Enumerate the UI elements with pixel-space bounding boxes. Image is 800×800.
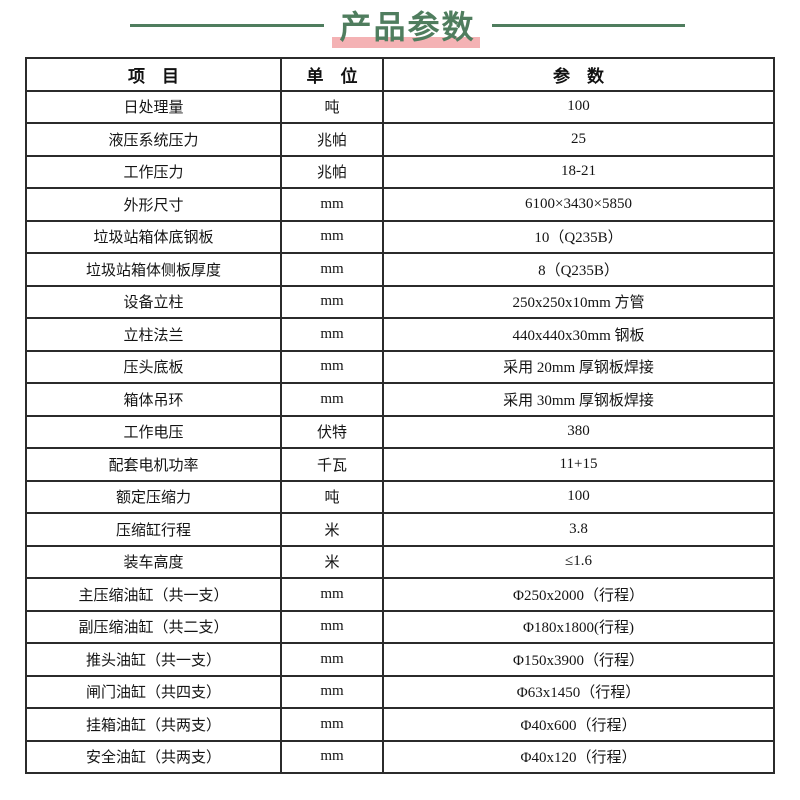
table-row: 工作电压 伏特 380: [25, 414, 775, 449]
table-row: 外形尺寸 mm 6100×3430×5850: [25, 187, 775, 222]
cell-unit: mm: [280, 739, 384, 774]
spec-table: 项 目 单 位 参 数 日处理量吨 100 液压系统压力 兆帕 25 工作压力 兆帕 18-2…: [25, 57, 775, 774]
table-row: 推头油缸（共一支） mm Φ150x3900（行程）: [25, 642, 775, 677]
cell-item: 压缩缸行程: [25, 512, 282, 547]
table-row: 工作压力 兆帕 18-21: [25, 154, 775, 189]
page-title: 产品参数: [331, 2, 480, 48]
cell-value: Φ150x3900（行程）: [382, 642, 775, 677]
table-row: 立柱法兰 mm 440x440x30mm 钢板: [25, 317, 775, 352]
cell-unit: mm: [280, 252, 384, 287]
cell-value: 100: [382, 89, 775, 124]
cell-unit: mm: [280, 577, 384, 612]
cell-value: 380: [382, 414, 775, 449]
table-row: 压缩缸行程米 3.8: [25, 512, 775, 547]
cell-unit: mm: [280, 349, 384, 384]
cell-value: 440x440x30mm 钢板: [382, 317, 775, 352]
cell-unit: 米: [280, 544, 384, 579]
cell-item: 日处理量: [25, 89, 282, 124]
cell-item: 挂箱油缸（共两支）: [25, 707, 282, 742]
table-row: 配套电机功率 千瓦 11+15: [25, 447, 775, 482]
cell-item: 外形尺寸: [25, 187, 282, 222]
table-row: 液压系统压力 兆帕 25: [25, 122, 775, 157]
table-header-row: 项 目 单 位 参 数: [25, 57, 775, 92]
table-row: 闸门油缸（共四支） mm Φ63x1450（行程）: [25, 674, 775, 709]
cell-item: 安全油缸（共两支）: [25, 739, 282, 774]
header-item: 项 目: [25, 57, 282, 92]
cell-value: 采用 30mm 厚钢板焊接: [382, 382, 775, 417]
cell-unit: 吨: [280, 479, 384, 514]
cell-item: 箱体吊环: [25, 382, 282, 417]
cell-item: 立柱法兰: [25, 317, 282, 352]
table-row: 安全油缸（共两支） mm Φ40x120（行程）: [25, 739, 775, 774]
cell-value: ≤1.6: [382, 544, 775, 579]
table-row: 额定压缩力吨 100: [25, 479, 775, 514]
cell-item: 推头油缸（共一支）: [25, 642, 282, 677]
cell-unit: 吨: [280, 89, 384, 124]
cell-unit: 兆帕: [280, 154, 384, 189]
cell-value: Φ40x120（行程）: [382, 739, 775, 774]
cell-value: 25: [382, 122, 775, 157]
cell-value: 18-21: [382, 154, 775, 189]
table-row: 日处理量吨 100: [25, 89, 775, 124]
cell-item: 压头底板: [25, 349, 282, 384]
header-unit: 单 位: [280, 57, 384, 92]
cell-unit: 千瓦: [280, 447, 384, 482]
cell-item: 配套电机功率: [25, 447, 282, 482]
cell-value: 10（Q235B）: [382, 219, 775, 254]
table-row: 箱体吊环 mm 采用 30mm 厚钢板焊接: [25, 382, 775, 417]
cell-item: 工作压力: [25, 154, 282, 189]
cell-item: 垃圾站箱体底钢板: [25, 219, 282, 254]
table-row: 垃圾站箱体侧板厚度 mm 8（Q235B）: [25, 252, 775, 287]
cell-value: 3.8: [382, 512, 775, 547]
cell-value: Φ40x600（行程）: [382, 707, 775, 742]
title-left-rule: [130, 23, 324, 27]
cell-value: 250x250x10mm 方管: [382, 284, 775, 319]
table-row: 压头底板 mm 采用 20mm 厚钢板焊接: [25, 349, 775, 384]
cell-unit: mm: [280, 642, 384, 677]
cell-value: 采用 20mm 厚钢板焊接: [382, 349, 775, 384]
cell-value: Φ63x1450（行程）: [382, 674, 775, 709]
table-row: 设备立柱 mm 250x250x10mm 方管: [25, 284, 775, 319]
cell-item: 额定压缩力: [25, 479, 282, 514]
table-row: 装车高度米 ≤1.6: [25, 544, 775, 579]
cell-value: 11+15: [382, 447, 775, 482]
cell-unit: 兆帕: [280, 122, 384, 157]
cell-item: 主压缩油缸（共一支）: [25, 577, 282, 612]
cell-value: 6100×3430×5850: [382, 187, 775, 222]
page: 产品参数 项 目 单 位 参 数 日处理量吨 100 液压系统压力 兆帕 25 工作压力兆…: [0, 0, 800, 774]
cell-unit: mm: [280, 219, 384, 254]
cell-unit: mm: [280, 674, 384, 709]
cell-value: 100: [382, 479, 775, 514]
cell-item: 设备立柱: [25, 284, 282, 319]
cell-item: 工作电压: [25, 414, 282, 449]
cell-value: 8（Q235B）: [382, 252, 775, 287]
cell-unit: 米: [280, 512, 384, 547]
cell-unit: mm: [280, 707, 384, 742]
cell-unit: mm: [280, 187, 384, 222]
cell-unit: mm: [280, 382, 384, 417]
cell-item: 液压系统压力: [25, 122, 282, 157]
cell-value: Φ250x2000（行程）: [382, 577, 775, 612]
cell-item: 装车高度: [25, 544, 282, 579]
cell-unit: mm: [280, 609, 384, 644]
cell-item: 副压缩油缸（共二支）: [25, 609, 282, 644]
table-row: 副压缩油缸（共二支） mm Φ180x1800(行程): [25, 609, 775, 644]
cell-item: 闸门油缸（共四支）: [25, 674, 282, 709]
header-value: 参 数: [382, 57, 775, 92]
cell-item: 垃圾站箱体侧板厚度: [25, 252, 282, 287]
title-right-rule: [491, 23, 686, 27]
table-row: 挂箱油缸（共两支） mm Φ40x600（行程）: [25, 707, 775, 742]
cell-unit: mm: [280, 317, 384, 352]
cell-unit: 伏特: [280, 414, 384, 449]
table-row: 主压缩油缸（共一支） mm Φ250x2000（行程）: [25, 577, 775, 612]
cell-unit: mm: [280, 284, 384, 319]
cell-value: Φ180x1800(行程): [382, 609, 775, 644]
table-row: 垃圾站箱体底钢板 mm 10（Q235B）: [25, 219, 775, 254]
title-bar: 产品参数: [0, 0, 800, 50]
